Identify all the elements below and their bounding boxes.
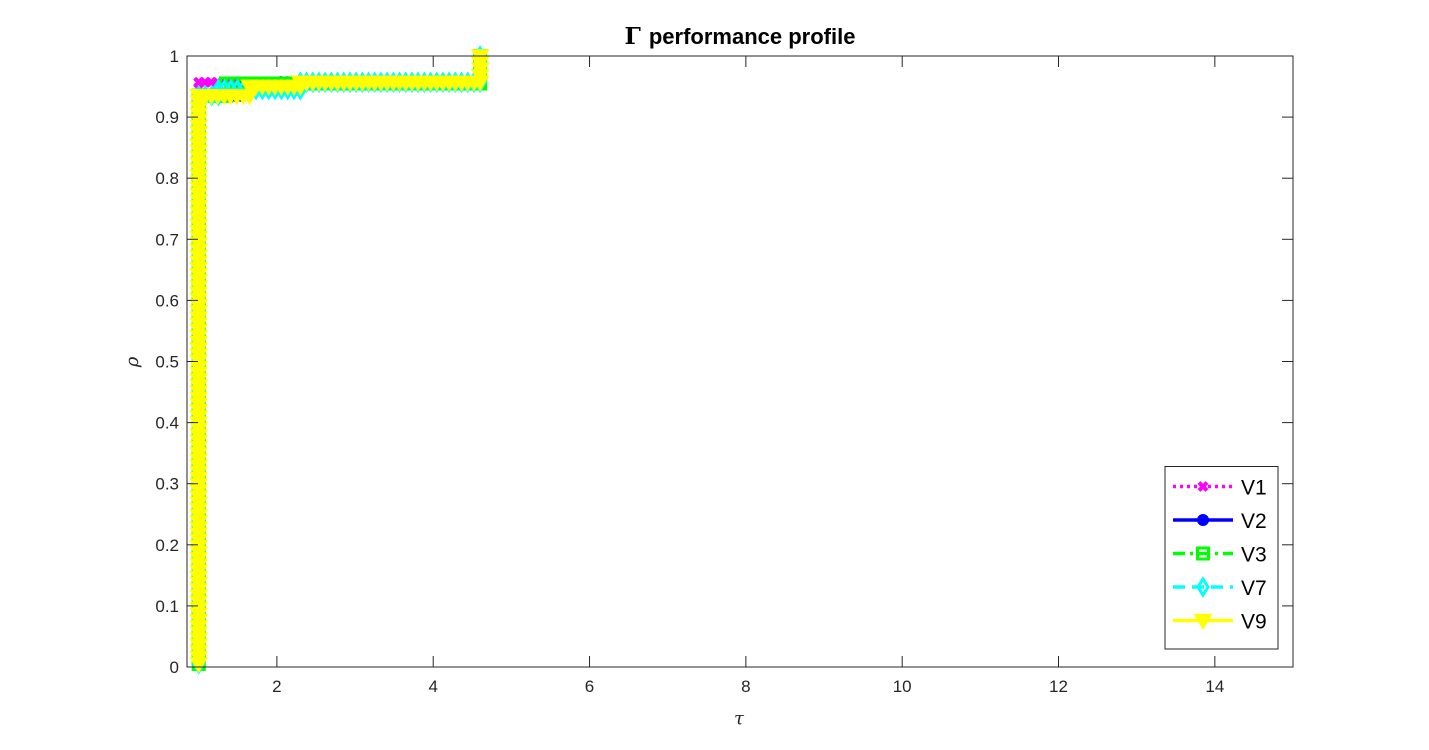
legend: V1 V2 V3 V7 V9 (1164, 466, 1279, 650)
y-tick-label: 0.3 (155, 475, 179, 494)
chart-title-symbol: Γ (625, 23, 642, 50)
y-tick-label: 0.9 (155, 108, 179, 127)
legend-marker-v2 (1197, 514, 1209, 526)
x-tick-label: 10 (893, 677, 912, 696)
legend-marker-v7 (1196, 576, 1210, 598)
y-axis-label: ρ (122, 356, 143, 368)
series-v9-marker (470, 49, 490, 66)
legend-entry-v2: V2 (1173, 510, 1267, 533)
legend-entry-v3: V3 (1173, 544, 1267, 567)
x-tick-label: 14 (1205, 677, 1224, 696)
ticks-layer: 2 4 6 8 10 12 14 0 0.1 0.2 0.3 0.4 0.5 0.6 0.7 0.8 0.9 1 (155, 47, 1293, 696)
y-tick-label: 1 (170, 47, 179, 66)
y-tick-label: 0.4 (155, 414, 179, 433)
x-tick-label: 12 (1049, 677, 1068, 696)
y-tick-label: 0 (170, 658, 179, 677)
y-tick-label: 0.1 (155, 597, 179, 616)
legend-label-v9: V9 (1241, 611, 1267, 634)
legend-label-v1: V1 (1241, 477, 1267, 500)
x-tick-label: 4 (428, 677, 437, 696)
legend-box (1164, 466, 1279, 650)
y-tick-label: 0.7 (155, 230, 179, 249)
y-tick-label: 0.2 (155, 536, 179, 555)
series-v9-markers (189, 49, 490, 674)
legend-label-v7: V7 (1241, 577, 1267, 600)
x-tick-label: 6 (585, 677, 594, 696)
legend-entry-v9: V9 (1173, 611, 1267, 634)
plot-background (187, 56, 1293, 667)
legend-entry-v7: V7 (1173, 576, 1267, 600)
y-tick-label: 0.6 (155, 291, 179, 310)
x-axis-label: τ (734, 708, 745, 729)
series-v9 (189, 49, 490, 674)
plot-area (187, 56, 1293, 667)
x-tick-label: 2 (272, 677, 281, 696)
legend-marker-v1 (1197, 481, 1209, 492)
legend-label-v3: V3 (1241, 544, 1267, 567)
legend-label-v2: V2 (1241, 510, 1267, 533)
y-tick-label: 0.8 (155, 169, 179, 188)
legend-marker-v9 (1193, 613, 1213, 631)
chart-title-text: performance profile (649, 24, 856, 49)
y-tick-label: 0.5 (155, 353, 179, 372)
legend-marker-v3 (1196, 546, 1210, 561)
x-tick-label: 8 (741, 677, 750, 696)
legend-entry-v1: V1 (1173, 477, 1267, 500)
series-layer (189, 45, 490, 675)
